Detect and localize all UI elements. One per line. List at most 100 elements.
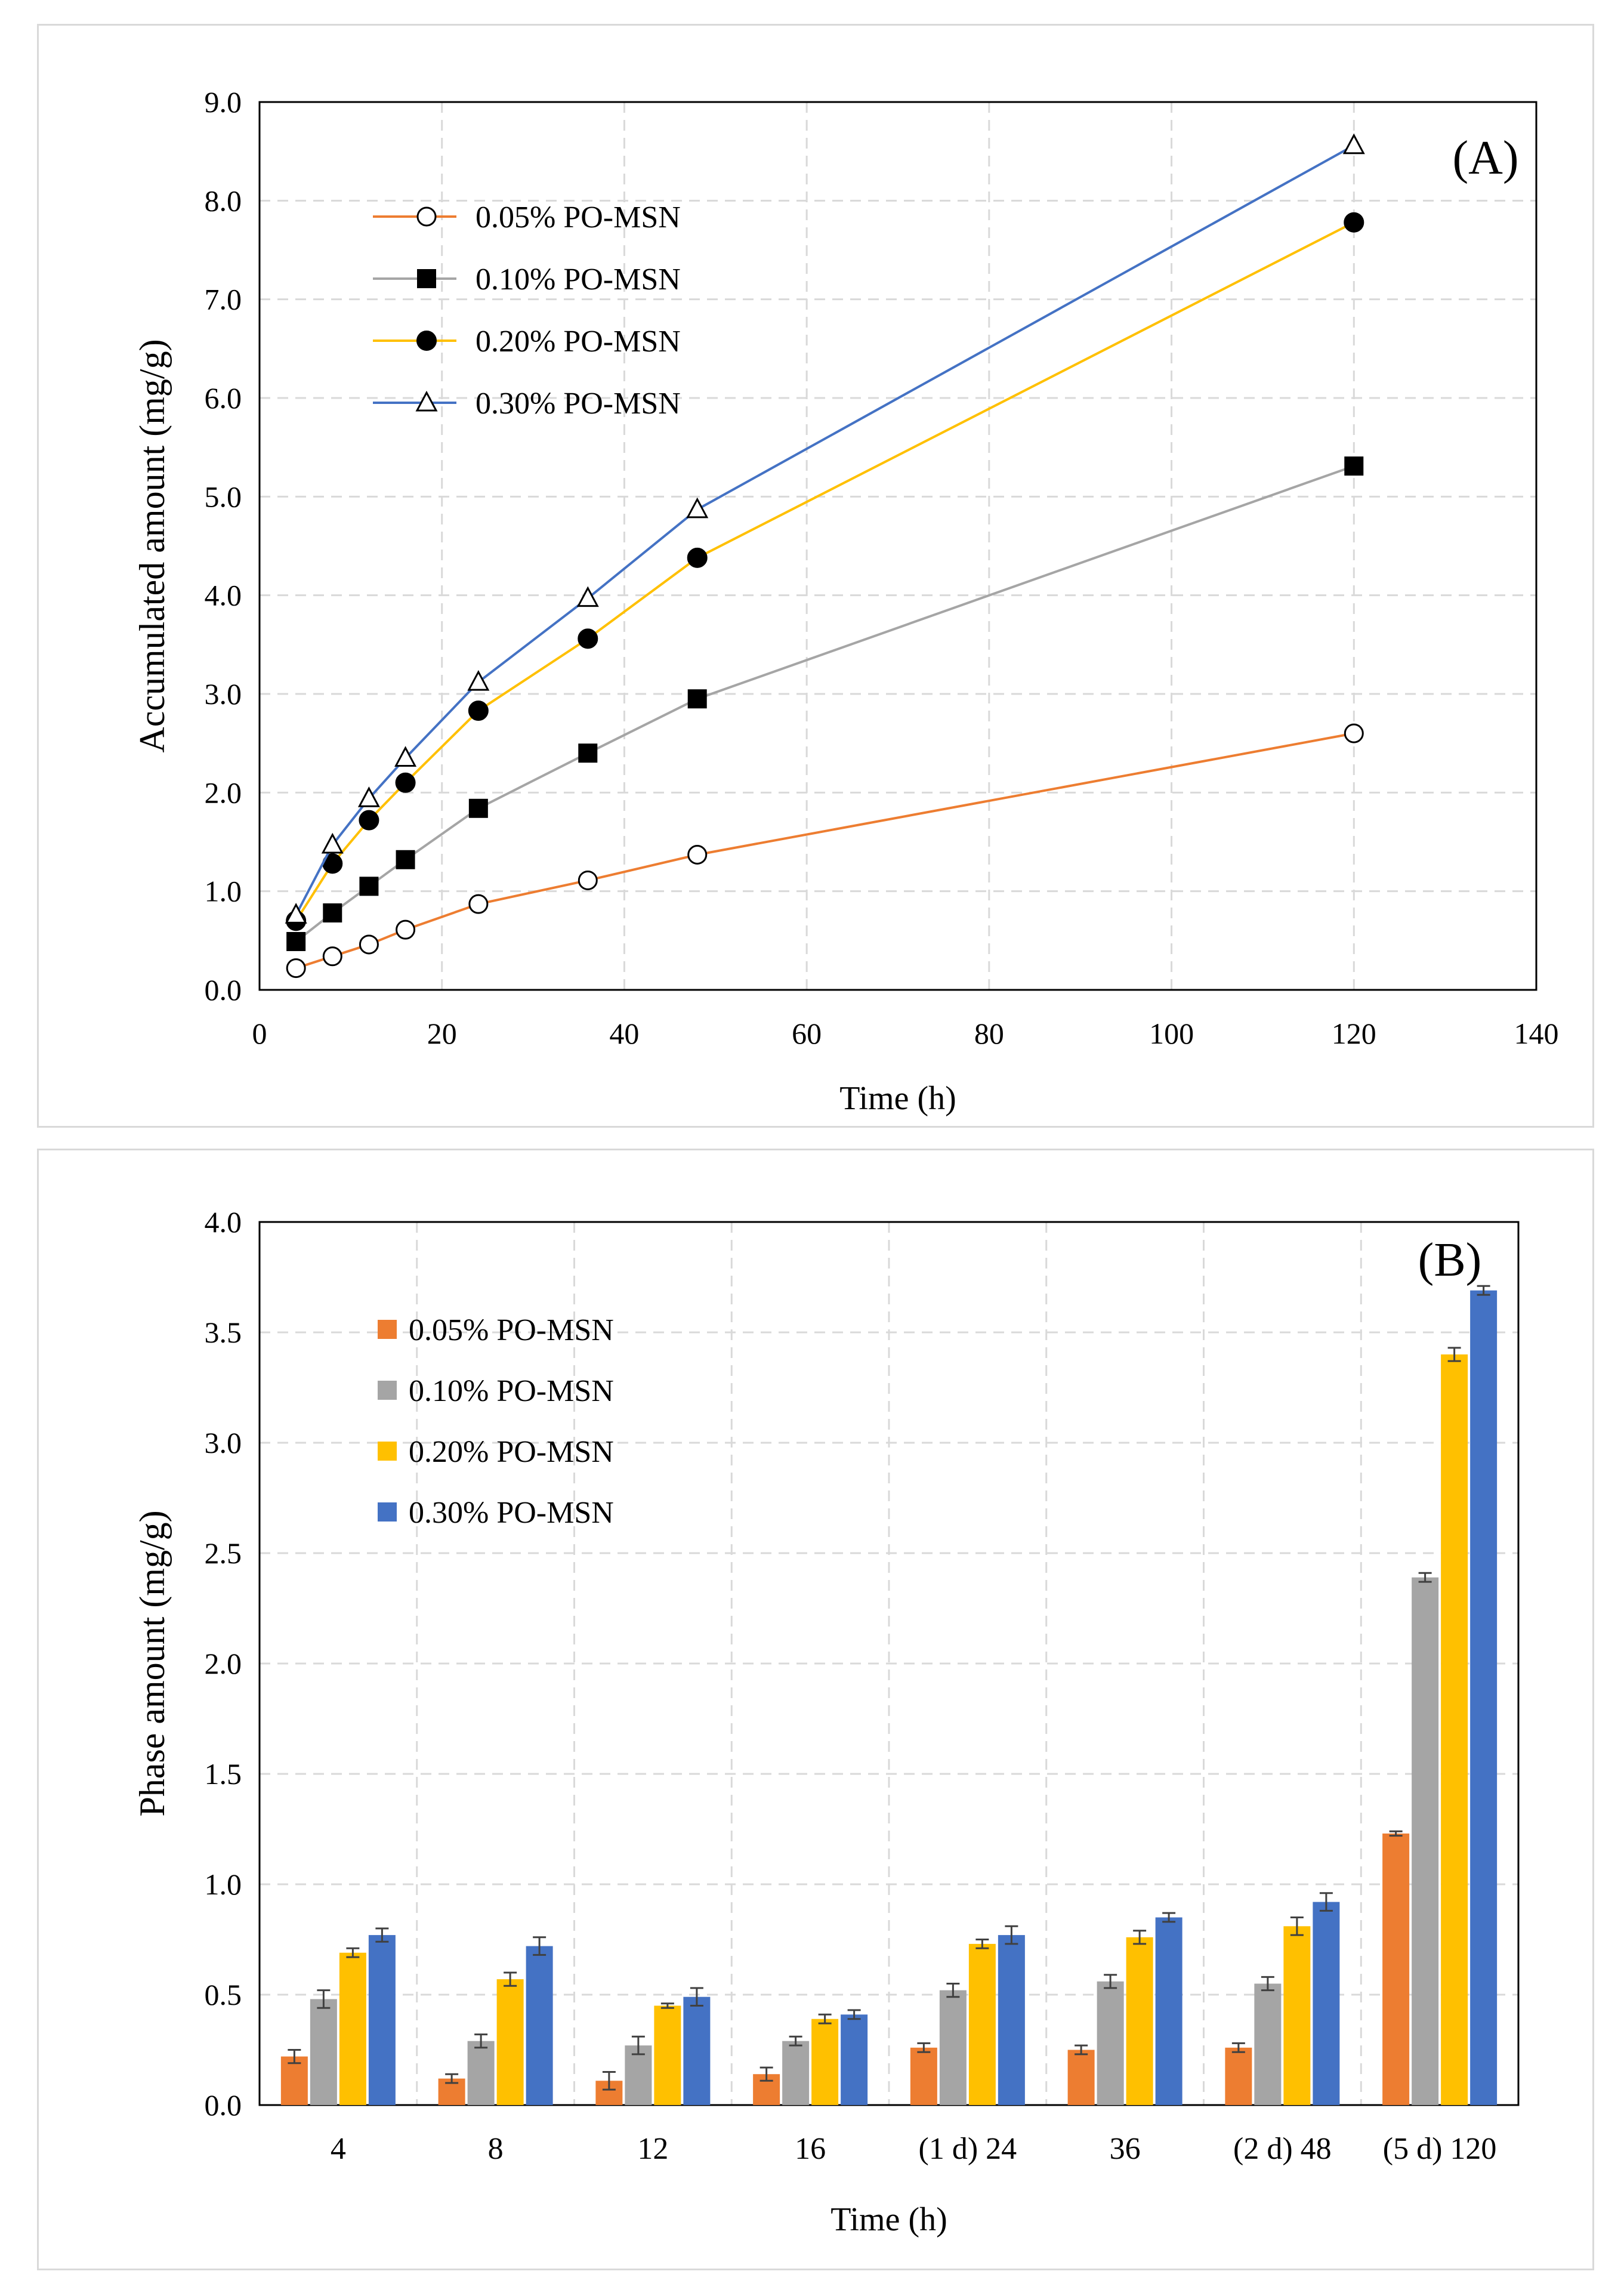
bar	[496, 1979, 524, 2105]
data-point	[578, 628, 598, 649]
x-tick-label: 80	[974, 1017, 1004, 1050]
legend-label: 0.05% PO-MSN	[409, 1313, 614, 1347]
x-tick-label: 120	[1332, 1017, 1376, 1050]
x-tick-label: (2 d) 48	[1233, 2132, 1332, 2166]
bar	[782, 2041, 810, 2105]
y-tick-label: 2.5	[205, 1536, 242, 1570]
bar	[1225, 2047, 1252, 2105]
bar	[1097, 1981, 1124, 2105]
legend-label: 0.30% PO-MSN	[476, 387, 681, 421]
bar	[998, 1935, 1025, 2105]
bar	[625, 2045, 652, 2105]
bar	[1382, 1833, 1410, 2105]
data-point	[467, 669, 490, 691]
data-point	[1344, 456, 1364, 476]
legend-label: 0.10% PO-MSN	[476, 263, 681, 297]
data-point	[468, 700, 489, 721]
y-tick-label: 8.0	[205, 184, 242, 217]
data-point	[576, 586, 599, 607]
x-tick-label: (5 d) 120	[1383, 2132, 1497, 2166]
x-tick-label: 16	[795, 2132, 826, 2166]
chart-panel-b: 0.0 0.5 1.0 1.5 2.0 2.5 3.0 3.5 4.0 4 8 12 16 (1 d) 2…	[37, 1149, 1594, 2270]
y-tick-label: 3.5	[205, 1316, 242, 1349]
data-point	[1344, 212, 1364, 233]
data-point	[359, 810, 379, 831]
legend-swatch	[378, 1442, 397, 1461]
data-point	[396, 850, 415, 869]
y-tick-label: 0.0	[205, 973, 242, 1007]
y-tick-label: 3.0	[205, 677, 242, 711]
y-tick-label: 1.0	[205, 875, 242, 908]
data-point	[286, 931, 306, 951]
y-tick-label: 2.0	[205, 1647, 242, 1680]
y-tick-label: 1.5	[205, 1757, 242, 1791]
bar-chart: 0.0 0.5 1.0 1.5 2.0 2.5 3.0 3.5 4.0 4 8 12 16 (1 d) 2…	[132, 1205, 1520, 2238]
bar	[654, 2005, 681, 2105]
data-point	[395, 772, 416, 793]
x-tick-label: 100	[1149, 1017, 1194, 1050]
bar	[1283, 1926, 1311, 2105]
y-tick-label: 3.0	[205, 1426, 242, 1459]
bar	[1067, 2050, 1095, 2105]
plot-frame	[258, 101, 1537, 991]
data-point	[359, 934, 379, 955]
x-tick-label: 12	[637, 2132, 668, 2166]
y-tick-label: 6.0	[205, 381, 242, 415]
data-point	[578, 743, 598, 763]
bar	[1412, 1577, 1439, 2105]
bar	[1441, 1354, 1468, 2105]
legend-marker	[416, 206, 437, 227]
plot-frame	[258, 1221, 1520, 2106]
x-tick-label: 36	[1110, 2132, 1141, 2166]
data-point	[286, 958, 306, 979]
panel-label: (A)	[1452, 132, 1518, 184]
x-tick-label: 20	[427, 1017, 457, 1050]
legend-swatch	[378, 1320, 397, 1339]
data-point	[687, 547, 708, 568]
panel-label: (B)	[1418, 1234, 1482, 1286]
data-point	[359, 877, 379, 896]
bar	[841, 2014, 868, 2105]
y-tick-label: 2.0	[205, 776, 242, 809]
y-tick-label: 9.0	[205, 85, 242, 119]
data-point	[322, 946, 342, 967]
legend-marker	[415, 390, 438, 412]
x-tick-label: (1 d) 24	[919, 2132, 1017, 2166]
y-axis-title: Phase amount (mg/g)	[132, 1510, 172, 1816]
bar	[339, 1952, 366, 2105]
x-tick-label: 4	[331, 2132, 346, 2166]
bar	[1313, 1902, 1340, 2105]
series-line	[295, 221, 1355, 922]
y-tick-label: 1.0	[205, 1868, 242, 1901]
bar	[968, 1943, 996, 2105]
series-line	[295, 732, 1354, 970]
x-axis-title: Time (h)	[839, 1080, 956, 1117]
legend-label: 0.20% PO-MSN	[476, 325, 681, 359]
data-point	[321, 832, 344, 854]
data-point	[357, 786, 380, 807]
bar	[310, 1999, 337, 2105]
bar	[1254, 1983, 1282, 2105]
x-axis-title: Time (h)	[830, 2201, 947, 2238]
chart-panel-a: 0.0 1.0 2.0 3.0 4.0 5.0 6.0 7.0 8.0 9.0 0 20 40 60 80 1…	[37, 24, 1594, 1128]
legend-label: 0.10% PO-MSN	[409, 1374, 614, 1408]
y-tick-label: 5.0	[205, 480, 242, 513]
y-tick-label: 0.0	[205, 2088, 242, 2122]
y-tick-label: 4.0	[205, 579, 242, 612]
y-tick-label: 4.0	[205, 1205, 242, 1239]
data-point	[1342, 133, 1365, 155]
x-tick-label: 140	[1514, 1017, 1559, 1050]
bar	[910, 2047, 937, 2105]
legend-marker	[417, 269, 436, 288]
line-chart: 0.0 1.0 2.0 3.0 4.0 5.0 6.0 7.0 8.0 9.0 0 20 40 60 80 1…	[132, 85, 1559, 1117]
y-tick-label: 0.5	[205, 1978, 242, 2011]
data-point	[285, 903, 307, 924]
data-point	[687, 689, 707, 709]
data-point	[686, 497, 709, 519]
bar	[1155, 1917, 1183, 2105]
bar	[368, 1935, 396, 2105]
data-point	[468, 894, 489, 914]
x-tick-label: 40	[609, 1017, 639, 1050]
bar	[467, 2041, 495, 2105]
bar	[1470, 1290, 1498, 2105]
